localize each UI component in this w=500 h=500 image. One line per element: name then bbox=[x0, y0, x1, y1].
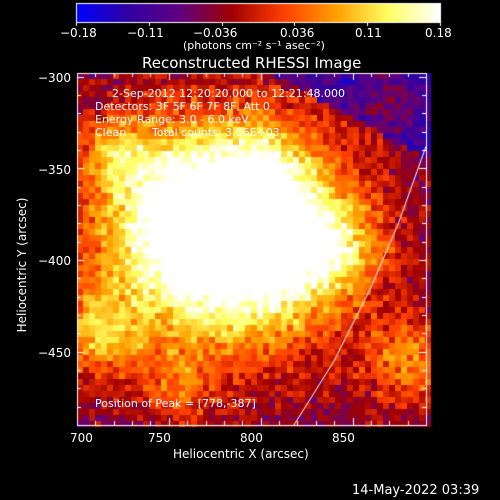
x-tick-label: 750 bbox=[148, 431, 171, 445]
y-axis-label: Heliocentric Y (arcsec) bbox=[15, 197, 29, 333]
annotation-detectors: Detectors: 3F 5F 6F 7F 8F, Att 0 bbox=[95, 100, 270, 113]
y-tick-label: −400 bbox=[38, 254, 71, 268]
chart-title: Reconstructed RHESSI Image bbox=[142, 54, 362, 72]
colorbar-tick-label: −0.036 bbox=[193, 26, 238, 40]
footer-timestamp: 14-May-2022 03:39 bbox=[352, 483, 480, 498]
y-tick-label: −300 bbox=[38, 71, 71, 85]
y-tick-label: −450 bbox=[38, 346, 71, 360]
annotation-time: 2-Sep-2012 12:20:20.000 to 12:21:48.000 bbox=[112, 87, 345, 100]
x-axis-label: Heliocentric X (arcsec) bbox=[173, 447, 309, 461]
annotation-peak: Position of Peak = [778,-387] bbox=[95, 397, 256, 410]
x-tick-label: 800 bbox=[240, 431, 263, 445]
annotation-clean: Clean bbox=[95, 126, 127, 139]
colorbar-units: (photons cm⁻² s⁻¹ asec⁻²) bbox=[183, 39, 325, 52]
colorbar-tick-label: −0.18 bbox=[60, 26, 97, 40]
colorbar-tick-label: −0.11 bbox=[127, 26, 164, 40]
annotation-counts: Total counts: 3.66E+03 bbox=[152, 126, 280, 139]
y-tick-label: −350 bbox=[38, 163, 71, 177]
annotation-energy: Energy Range: 3.0 - 6.0 keV bbox=[95, 113, 249, 126]
x-tick-label: 700 bbox=[70, 431, 93, 445]
colorbar-tick-label: 0.036 bbox=[280, 26, 315, 40]
colorbar-tick-label: 0.18 bbox=[425, 26, 452, 40]
x-tick-label: 850 bbox=[332, 431, 355, 445]
colorbar-tick-label: 0.11 bbox=[355, 26, 382, 40]
